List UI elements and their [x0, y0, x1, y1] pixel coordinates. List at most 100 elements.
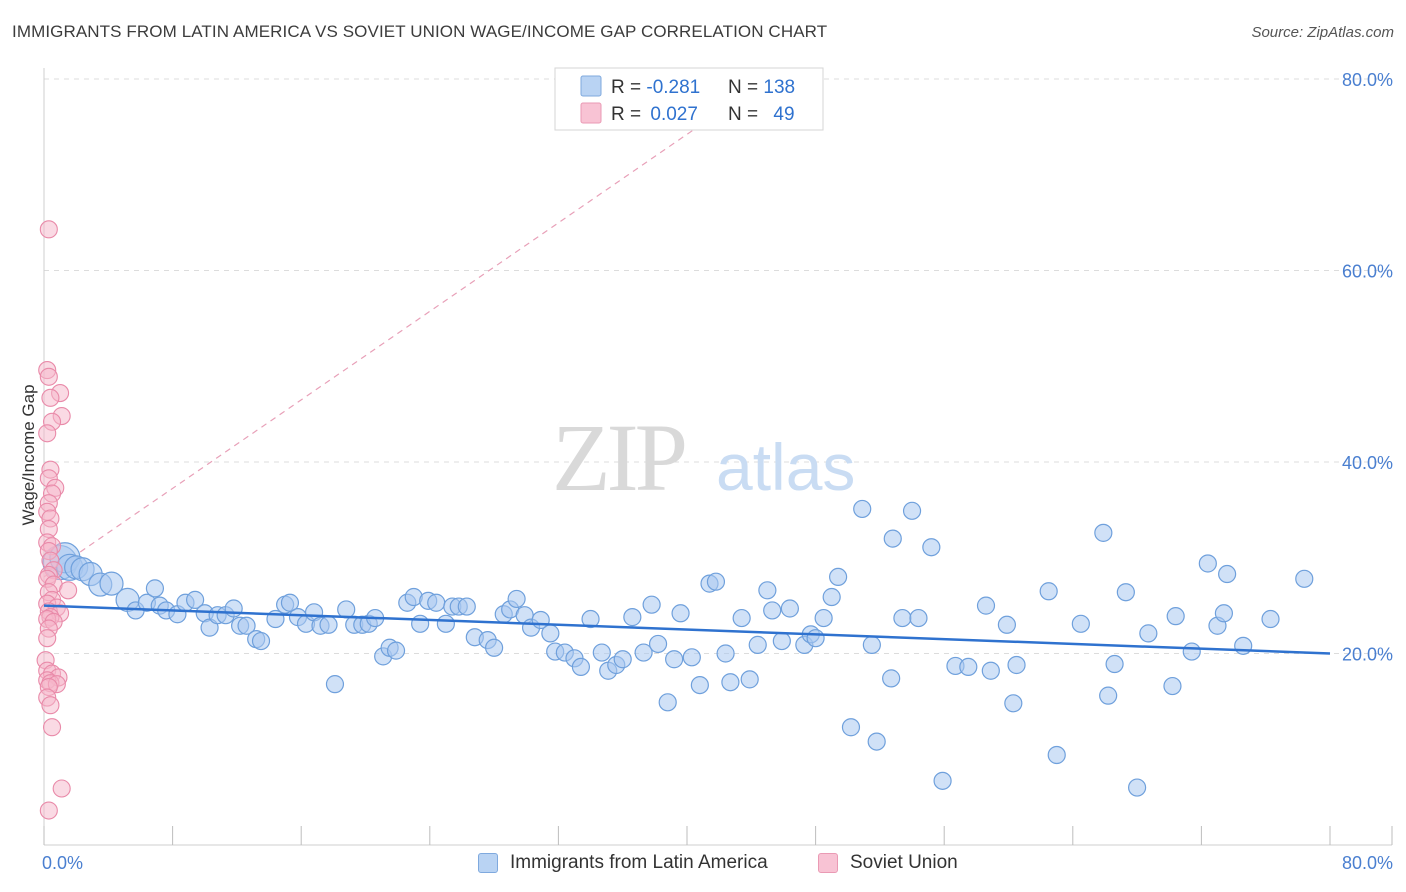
svg-text:N = 49: N = 49: [728, 104, 795, 125]
point-latin-america: [740, 670, 759, 689]
point-latin-america: [814, 608, 833, 628]
x-tick-label: 0.0%: [42, 853, 83, 873]
point-latin-america: [1139, 624, 1158, 643]
point-latin-america: [1261, 609, 1280, 629]
point-latin-america: [634, 643, 653, 662]
grid-lines: [44, 78, 1392, 654]
point-latin-america: [671, 604, 690, 623]
svg-text:R = -0.281: R = -0.281: [611, 77, 700, 98]
x-tick-label: 80.0%: [1342, 853, 1393, 873]
y-tick-label: 20.0%: [1342, 645, 1393, 665]
point-latin-america: [457, 597, 476, 616]
svg-text:N = 138: N = 138: [728, 77, 795, 98]
point-latin-america: [997, 615, 1016, 634]
point-latin-america: [682, 648, 701, 667]
watermark-atlas: atlas: [716, 430, 855, 504]
y-axis-label: Wage/Income Gap: [19, 384, 38, 525]
point-soviet-union: [41, 696, 60, 715]
point-latin-america: [1295, 569, 1314, 588]
y-tick-label: 80.0%: [1342, 70, 1393, 90]
point-soviet-union: [59, 581, 78, 600]
trend-line-soviet-union: [43, 78, 768, 578]
point-latin-america: [1071, 614, 1090, 633]
point-latin-america: [721, 673, 740, 692]
point-latin-america: [883, 529, 902, 548]
point-latin-america: [1094, 523, 1113, 542]
legend-item-soviet-union: Soviet Union: [818, 852, 958, 874]
point-latin-america: [145, 579, 165, 598]
legend-n-value-b: 49: [773, 104, 794, 125]
point-latin-america: [909, 608, 928, 628]
points-soviet-union: [36, 220, 78, 820]
point-latin-america: [882, 669, 901, 688]
point-latin-america: [806, 629, 825, 648]
point-latin-america: [758, 581, 777, 600]
chart-title: IMMIGRANTS FROM LATIN AMERICA VS SOVIET …: [12, 22, 828, 41]
tick-labels: 20.0% 40.0% 60.0% 80.0% 0.0% 80.0%: [42, 70, 1393, 873]
point-latin-america: [780, 599, 799, 618]
point-latin-america: [862, 635, 881, 654]
legend-n-label-b: N =: [728, 104, 763, 125]
trend-line-latin-america: [43, 604, 1331, 655]
point-soviet-union: [42, 718, 62, 737]
point-latin-america: [1182, 642, 1201, 661]
point-soviet-union: [41, 388, 60, 407]
point-latin-america: [1047, 745, 1066, 765]
point-latin-america: [893, 608, 912, 628]
point-latin-america: [319, 615, 338, 634]
legend-swatch-soviet-union: [580, 102, 602, 124]
point-latin-america: [436, 614, 455, 633]
point-latin-america: [841, 718, 861, 737]
legend-label-soviet-union: Soviet Union: [850, 852, 958, 873]
point-latin-america: [1166, 607, 1185, 626]
point-soviet-union: [39, 801, 58, 820]
legend-r-label-a: R =: [611, 77, 646, 98]
point-latin-america: [658, 693, 677, 712]
point-latin-america: [665, 650, 684, 669]
point-latin-america: [822, 587, 841, 607]
point-latin-america: [690, 675, 709, 695]
points-latin-america: [42, 499, 1314, 797]
point-latin-america: [1116, 583, 1135, 602]
point-latin-america: [1163, 676, 1182, 696]
legend-label-latin-america: Immigrants from Latin America: [510, 852, 768, 873]
watermark-zip: ZIP: [552, 404, 685, 511]
axes: [43, 68, 1393, 846]
legend-r-value-a: -0.281: [646, 77, 700, 98]
point-latin-america: [507, 589, 526, 609]
point-latin-america: [411, 614, 430, 633]
point-latin-america: [1127, 778, 1147, 797]
point-latin-america: [648, 634, 668, 654]
point-latin-america: [1198, 554, 1217, 573]
legend-bottom: Immigrants from Latin America Soviet Uni…: [0, 852, 1406, 878]
point-soviet-union: [39, 220, 58, 239]
point-soviet-union: [38, 629, 57, 648]
legend-n-value-a: 138: [763, 77, 795, 98]
point-latin-america: [280, 593, 300, 612]
point-latin-america: [706, 572, 726, 591]
legend-top: R = -0.281 N = 138 R = 0.027 N = 49: [554, 67, 824, 131]
watermark: ZIP atlas: [552, 404, 855, 511]
point-latin-america: [829, 567, 848, 587]
y-tick-label: 60.0%: [1342, 262, 1393, 282]
point-latin-america: [571, 657, 591, 677]
point-latin-america: [1218, 564, 1237, 584]
legend-r-value-b: 0.027: [650, 104, 698, 125]
point-latin-america: [933, 771, 952, 790]
point-soviet-union: [39, 367, 58, 386]
point-soviet-union: [52, 779, 71, 798]
point-latin-america: [237, 616, 256, 635]
point-latin-america: [1234, 636, 1253, 655]
y-tick-label: 40.0%: [1342, 453, 1393, 473]
point-latin-america: [581, 609, 600, 629]
point-latin-america: [224, 599, 243, 618]
point-latin-america: [716, 644, 735, 663]
point-latin-america: [981, 661, 1000, 680]
legend-swatch-soviet-union-bottom: [818, 853, 838, 873]
point-latin-america: [1099, 686, 1118, 705]
point-latin-america: [867, 732, 886, 751]
point-latin-america: [748, 635, 767, 654]
trend-line-soviet-union: [43, 78, 768, 578]
point-latin-america: [1214, 604, 1234, 623]
